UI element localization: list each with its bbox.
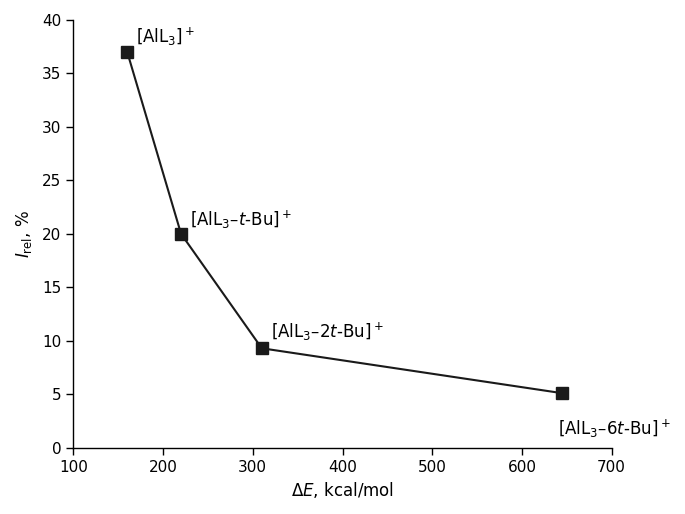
Text: [AlL$_3$–2$t$-Bu]$^+$: [AlL$_3$–2$t$-Bu]$^+$ — [271, 321, 384, 343]
Y-axis label: $I_\mathrm{rel}$, %: $I_\mathrm{rel}$, % — [14, 210, 34, 258]
Text: [AlL$_3$–6$t$-Bu]$^+$: [AlL$_3$–6$t$-Bu]$^+$ — [558, 418, 671, 440]
X-axis label: $ΔE$, kcal/mol: $ΔE$, kcal/mol — [291, 480, 394, 500]
Text: [AlL$_3$–$t$-Bu]$^+$: [AlL$_3$–$t$-Bu]$^+$ — [190, 208, 292, 231]
Text: [AlL$_3$]$^+$: [AlL$_3$]$^+$ — [136, 25, 195, 48]
